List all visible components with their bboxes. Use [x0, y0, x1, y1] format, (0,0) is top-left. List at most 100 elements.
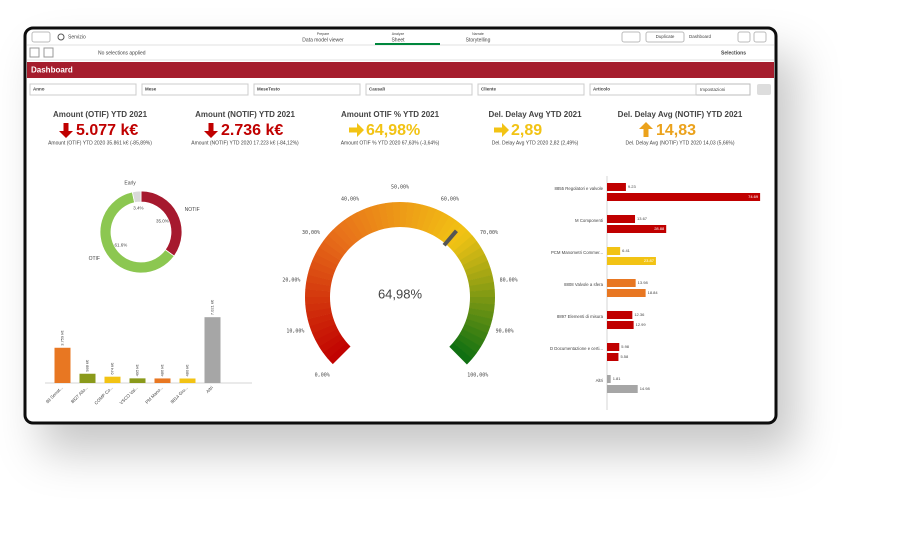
- gauge-band: [468, 307, 494, 320]
- gauge-band: [462, 323, 488, 341]
- bar-value-label: 7.021 k€: [210, 299, 215, 315]
- donut-category-label: Early: [124, 181, 136, 187]
- filter-label[interactable]: Causali: [369, 87, 385, 92]
- kpi-comparison: Amount (NOTIF) YTD 2020 17.223 k€ (-84,1…: [191, 140, 299, 146]
- x-tick-label: Altri: [205, 385, 214, 394]
- filter-label[interactable]: Cliente: [481, 87, 497, 92]
- tool-icon[interactable]: [43, 47, 54, 58]
- bar: [607, 321, 634, 329]
- filter-box[interactable]: [589, 83, 697, 96]
- kpi-value: 2,89: [511, 122, 542, 139]
- tab-label[interactable]: Storytelling: [466, 37, 491, 43]
- settings-label[interactable]: Impostazioni: [700, 87, 725, 92]
- gauge-band: [305, 281, 331, 292]
- donut-category-label: OTIF: [89, 256, 100, 262]
- gauge-band: [456, 241, 482, 261]
- kpi-value: 14,83: [656, 122, 696, 139]
- bookmark-button[interactable]: [621, 31, 641, 43]
- filter-box[interactable]: [141, 83, 249, 96]
- gauge-tick-label: 70,00%: [480, 230, 498, 236]
- duplicate-button[interactable]: [645, 31, 685, 43]
- gauge-band: [338, 219, 360, 244]
- gauge-band: [449, 229, 473, 252]
- bar: [607, 193, 761, 201]
- bar: [607, 225, 667, 233]
- gauge-band: [318, 333, 344, 353]
- menu-button[interactable]: [757, 84, 771, 95]
- bar: [79, 373, 96, 383]
- donut-slice: [131, 190, 142, 204]
- tab-label[interactable]: Sheet: [391, 37, 405, 43]
- tool-icon[interactable]: [29, 47, 40, 58]
- gauge-tick-label: 20,00%: [282, 277, 300, 283]
- filter-box[interactable]: [29, 83, 137, 96]
- gauge-band: [469, 282, 495, 292]
- gauge-band: [350, 212, 369, 238]
- gauge-band: [309, 260, 336, 276]
- tab-caption[interactable]: Narrate: [472, 32, 484, 36]
- filter-box[interactable]: [477, 83, 585, 96]
- gauge-band: [332, 224, 355, 248]
- bar-value-label: 5.98: [621, 344, 630, 349]
- kpi-arrow: [494, 123, 509, 137]
- globe-icon: [57, 33, 65, 41]
- gauge-band: [416, 204, 430, 231]
- filter-label[interactable]: Mese: [145, 87, 157, 92]
- gauge-band: [363, 206, 379, 233]
- selection-status: No selections applied: [98, 50, 146, 56]
- gauge-band: [344, 215, 364, 241]
- bar: [154, 378, 171, 383]
- bar-value-label: 480 k€: [185, 364, 190, 377]
- filter-label[interactable]: MeseTesto: [257, 87, 280, 92]
- gauge-band: [445, 224, 468, 248]
- y-tick-label: 8808 Valvole a sfera: [564, 282, 603, 287]
- gauge-band: [306, 274, 332, 287]
- bar: [104, 376, 121, 383]
- filter-box[interactable]: [253, 83, 361, 96]
- bar: [607, 257, 656, 265]
- bar: [607, 385, 638, 393]
- gauge-band: [449, 342, 473, 365]
- kpi-arrow: [204, 123, 218, 138]
- sheet-title: Dashboard: [31, 66, 73, 75]
- gauge-band: [385, 202, 395, 228]
- duplicate-label[interactable]: Duplicate: [656, 34, 675, 39]
- filter-label[interactable]: Anno: [33, 87, 45, 92]
- bar-value-label: 23.87: [644, 258, 655, 263]
- gauge-band: [421, 206, 437, 233]
- bar: [607, 375, 611, 383]
- bar: [607, 247, 621, 255]
- bar-value-label: 28.88: [654, 226, 665, 231]
- tab-caption[interactable]: Prepare: [317, 32, 330, 36]
- kpi-arrow: [349, 123, 364, 137]
- bar-value-label: 1.81: [613, 376, 622, 381]
- gauge-band: [318, 240, 344, 261]
- bar: [607, 215, 636, 223]
- bar: [607, 311, 633, 319]
- tab-caption[interactable]: Analyze: [392, 32, 405, 36]
- kpi-arrow: [639, 122, 653, 137]
- gauge-band: [453, 338, 477, 359]
- prev-button[interactable]: [737, 31, 751, 43]
- filter-label[interactable]: Articolo: [593, 87, 610, 92]
- y-tick-label: PCM Manometri Commer...: [551, 250, 603, 255]
- gauge-band: [356, 209, 374, 235]
- bar-value-label: 486 k€: [160, 364, 165, 377]
- bar-value-label: 12.99: [636, 322, 647, 327]
- gauge-tick-label: 80,00%: [500, 277, 518, 283]
- menu-button[interactable]: [31, 31, 51, 43]
- gauge-band: [307, 313, 334, 327]
- next-button[interactable]: [753, 31, 767, 43]
- gauge-band: [305, 296, 331, 305]
- gauge-band: [305, 289, 331, 297]
- filter-box[interactable]: [365, 83, 473, 96]
- donut-category-label: NOTIF: [185, 207, 200, 213]
- bar-value-label: 13.98: [638, 280, 649, 285]
- sheet-menu[interactable]: Dashboard: [689, 34, 712, 39]
- gauge-band: [315, 247, 341, 266]
- gauge-band: [315, 328, 341, 347]
- selections-label[interactable]: Selections: [721, 50, 746, 56]
- donut-value-label: 3.4%: [133, 205, 143, 210]
- tab-label[interactable]: Data model viewer: [302, 37, 344, 43]
